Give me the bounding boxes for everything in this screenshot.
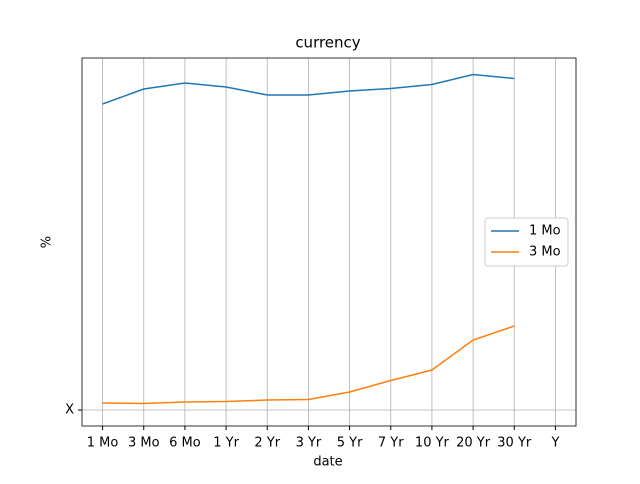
x-tick-label: 3 Yr [296,436,322,451]
axes-frame [81,57,577,427]
x-tick-label: 2 Yr [254,436,280,451]
x-tick-label: 10 Yr [415,436,450,451]
x-axis-label: date [313,455,342,470]
x-tick-label: 20 Yr [456,436,491,451]
legend-label: 1 Mo [529,224,561,239]
x-tick-label: 1 Mo [87,436,119,451]
x-tick-label: Y [550,436,559,451]
x-tick-label: 3 Mo [128,436,160,451]
legend-label: 3 Mo [529,245,561,260]
x-tick-label: 7 Yr [378,436,404,451]
y-tick-label: X [65,403,74,418]
legend [484,217,569,267]
chart-title: currency [295,34,360,52]
x-tick-label: 1 Yr [213,436,239,451]
x-tick-label: 30 Yr [497,436,532,451]
line-series [102,325,515,405]
x-tick-label: 6 Mo [169,436,201,451]
line-series [102,73,515,105]
x-tick-label: 5 Yr [337,436,363,451]
y-axis-label: % [40,236,55,248]
